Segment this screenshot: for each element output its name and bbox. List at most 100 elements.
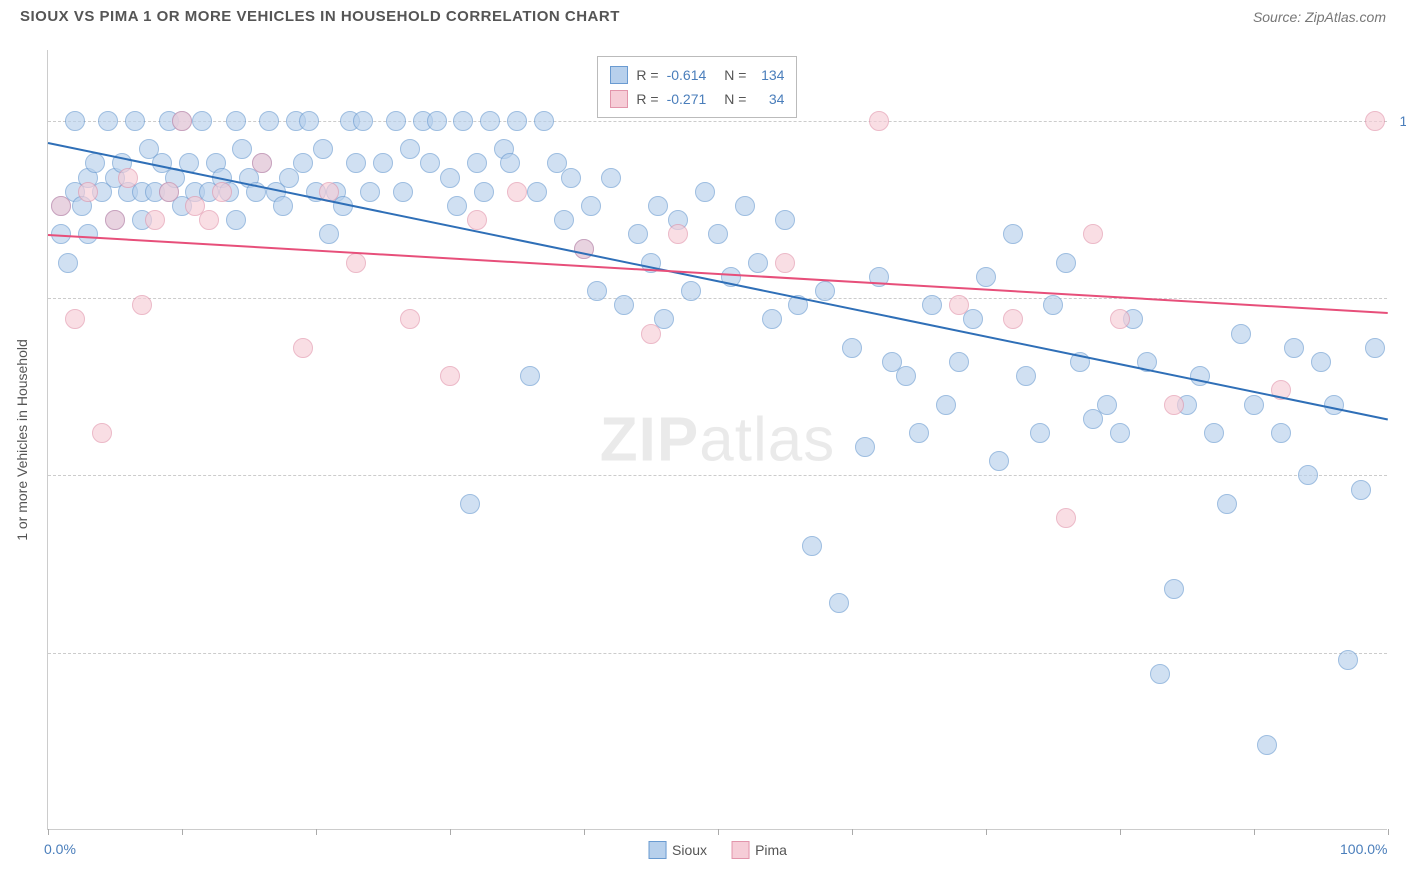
data-point bbox=[554, 210, 574, 230]
data-point bbox=[762, 309, 782, 329]
x-tick bbox=[1254, 829, 1255, 835]
data-point bbox=[172, 111, 192, 131]
data-point bbox=[460, 494, 480, 514]
x-tick bbox=[1388, 829, 1389, 835]
data-point bbox=[118, 168, 138, 188]
data-point bbox=[802, 536, 822, 556]
data-point bbox=[313, 139, 333, 159]
data-point bbox=[708, 224, 728, 244]
legend-r-value: -0.271 bbox=[667, 91, 707, 107]
data-point bbox=[85, 153, 105, 173]
x-tick bbox=[718, 829, 719, 835]
data-point bbox=[1003, 224, 1023, 244]
data-point bbox=[440, 366, 460, 386]
data-point bbox=[447, 196, 467, 216]
data-point bbox=[976, 267, 996, 287]
data-point bbox=[1244, 395, 1264, 415]
data-point bbox=[989, 451, 1009, 471]
data-point bbox=[695, 182, 715, 202]
y-axis-title: 1 or more Vehicles in Household bbox=[14, 339, 30, 541]
legend-swatch bbox=[610, 66, 628, 84]
legend-stat-row: R = -0.271 N = 34 bbox=[610, 87, 784, 111]
data-point bbox=[226, 111, 246, 131]
data-point bbox=[440, 168, 460, 188]
data-point bbox=[353, 111, 373, 131]
data-point bbox=[145, 210, 165, 230]
data-point bbox=[1164, 395, 1184, 415]
data-point bbox=[199, 210, 219, 230]
data-point bbox=[58, 253, 78, 273]
legend-swatch bbox=[648, 841, 666, 859]
data-point bbox=[527, 182, 547, 202]
data-point bbox=[373, 153, 393, 173]
plot-surface: 62.5%75.0%87.5%100.0%0.0%100.0% bbox=[48, 50, 1387, 829]
data-point bbox=[1324, 395, 1344, 415]
data-point bbox=[869, 111, 889, 131]
data-point bbox=[922, 295, 942, 315]
data-point bbox=[400, 309, 420, 329]
legend-swatch bbox=[731, 841, 749, 859]
data-point bbox=[1217, 494, 1237, 514]
data-point bbox=[1043, 295, 1063, 315]
data-point bbox=[842, 338, 862, 358]
x-tick bbox=[450, 829, 451, 835]
data-point bbox=[259, 111, 279, 131]
data-point bbox=[1271, 423, 1291, 443]
data-point bbox=[601, 168, 621, 188]
data-point bbox=[293, 153, 313, 173]
legend-r-label: R = bbox=[636, 91, 658, 107]
data-point bbox=[936, 395, 956, 415]
data-point bbox=[949, 295, 969, 315]
data-point bbox=[1150, 664, 1170, 684]
data-point bbox=[467, 210, 487, 230]
gridline-h bbox=[48, 298, 1387, 299]
gridline-h bbox=[48, 653, 1387, 654]
data-point bbox=[252, 153, 272, 173]
data-point bbox=[681, 281, 701, 301]
data-point bbox=[386, 111, 406, 131]
data-point bbox=[232, 139, 252, 159]
data-point bbox=[735, 196, 755, 216]
data-point bbox=[360, 182, 380, 202]
data-point bbox=[1110, 309, 1130, 329]
data-point bbox=[500, 153, 520, 173]
legend-series-item: Sioux bbox=[648, 841, 707, 859]
legend-n-value: 34 bbox=[754, 91, 784, 107]
data-point bbox=[98, 111, 118, 131]
legend-series-label: Pima bbox=[755, 842, 787, 858]
legend-stats: R =-0.614N =134R =-0.271N =34 bbox=[597, 56, 797, 118]
x-tick bbox=[182, 829, 183, 835]
x-tick-label: 100.0% bbox=[1340, 841, 1387, 857]
data-point bbox=[581, 196, 601, 216]
data-point bbox=[132, 295, 152, 315]
data-point bbox=[1298, 465, 1318, 485]
data-point bbox=[815, 281, 835, 301]
legend-n-label: N = bbox=[724, 91, 746, 107]
data-point bbox=[1365, 338, 1385, 358]
x-tick bbox=[316, 829, 317, 835]
legend-n-value: 134 bbox=[754, 67, 784, 83]
data-point bbox=[1311, 352, 1331, 372]
data-point bbox=[561, 168, 581, 188]
data-point bbox=[855, 437, 875, 457]
legend-swatch bbox=[610, 90, 628, 108]
data-point bbox=[909, 423, 929, 443]
data-point bbox=[829, 593, 849, 613]
data-point bbox=[480, 111, 500, 131]
data-point bbox=[628, 224, 648, 244]
chart-header: SIOUX VS PIMA 1 OR MORE VEHICLES IN HOUS… bbox=[0, 0, 1406, 29]
data-point bbox=[1003, 309, 1023, 329]
data-point bbox=[78, 182, 98, 202]
x-tick-label: 0.0% bbox=[44, 841, 76, 857]
source-attribution: Source: ZipAtlas.com bbox=[1253, 9, 1386, 25]
chart-plot-area: 62.5%75.0%87.5%100.0%0.0%100.0% ZIPatlas… bbox=[47, 50, 1387, 830]
y-tick-label: 100.0% bbox=[1400, 113, 1406, 129]
data-point bbox=[1204, 423, 1224, 443]
data-point bbox=[896, 366, 916, 386]
x-tick bbox=[986, 829, 987, 835]
data-point bbox=[192, 111, 212, 131]
data-point bbox=[65, 309, 85, 329]
data-point bbox=[393, 182, 413, 202]
data-point bbox=[668, 224, 688, 244]
data-point bbox=[1338, 650, 1358, 670]
